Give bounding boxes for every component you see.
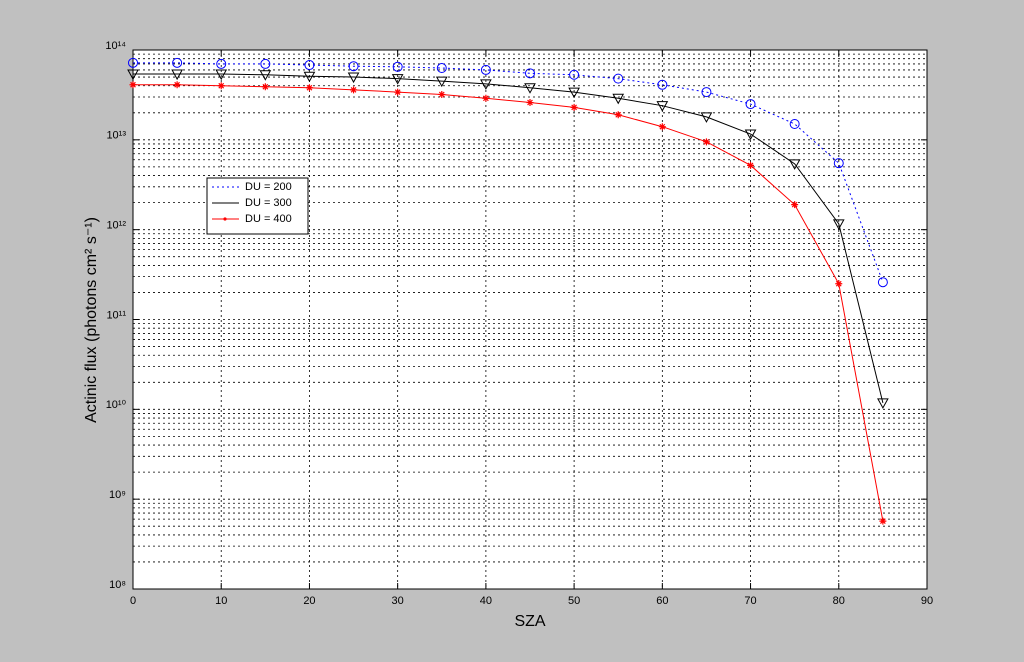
y-tick-label: 10¹² (106, 220, 126, 232)
y-tick-label: 10⁹ (109, 489, 126, 501)
y-tick-label: 10¹³ (106, 130, 126, 142)
marker (303, 71, 316, 83)
marker (480, 79, 492, 90)
legend-label: DU = 200 (245, 181, 292, 193)
marker (526, 99, 534, 107)
x-axis-label: SZA (514, 613, 545, 630)
marker (568, 87, 580, 99)
line (133, 84, 884, 522)
marker (127, 69, 139, 81)
marker (879, 517, 887, 525)
x-tick-label: 10 (215, 595, 227, 607)
marker (260, 58, 271, 69)
marker (438, 90, 446, 98)
y-axis-label: Actinic flux (photons cm² s⁻¹) (83, 217, 100, 423)
marker (304, 60, 315, 71)
legend-label: DU = 300 (245, 197, 292, 209)
x-tick-label: 20 (303, 595, 315, 607)
series (127, 69, 889, 409)
line (133, 73, 884, 403)
line (133, 62, 884, 283)
x-tick-label: 50 (568, 595, 580, 607)
marker (789, 119, 800, 130)
marker (701, 87, 712, 98)
marker (702, 138, 710, 146)
marker (877, 277, 888, 288)
marker (747, 161, 755, 169)
x-tick-label: 70 (744, 595, 756, 607)
marker (261, 83, 269, 91)
y-tick-label: 10¹⁴ (105, 40, 126, 52)
marker (525, 68, 535, 79)
marker (216, 58, 227, 69)
marker (305, 84, 313, 92)
y-tick-label: 10¹¹ (106, 309, 126, 321)
marker (613, 73, 624, 84)
legend-marker (223, 217, 227, 221)
axes-box (132, 49, 928, 590)
series (128, 57, 888, 288)
marker (877, 398, 889, 409)
marker (570, 103, 578, 111)
marker (788, 159, 801, 170)
marker (745, 99, 756, 110)
marker (656, 101, 669, 112)
marker (129, 81, 137, 89)
marker (657, 79, 668, 90)
x-tick-label: 80 (833, 595, 845, 607)
marker (833, 158, 844, 169)
marker (612, 93, 625, 105)
marker (658, 123, 666, 131)
marker (436, 63, 447, 74)
marker (744, 129, 757, 141)
x-tick-label: 40 (480, 595, 492, 607)
marker (259, 70, 272, 81)
marker (391, 74, 404, 85)
marker (832, 219, 845, 230)
marker (569, 69, 580, 80)
marker (128, 57, 138, 68)
marker (172, 57, 183, 68)
marker (482, 94, 490, 102)
x-tick-label: 30 (392, 595, 404, 607)
x-tick-label: 90 (921, 595, 933, 607)
y-tick-label: 10⁸ (109, 579, 126, 591)
marker (791, 201, 799, 209)
marker (700, 112, 713, 123)
marker (435, 76, 448, 88)
series (129, 81, 887, 525)
marker (524, 83, 536, 94)
legend: DU = 200 DU = 300 DU = 400 (206, 177, 309, 235)
marker (348, 61, 359, 72)
x-tick-label: 0 (130, 595, 136, 607)
marker (350, 86, 358, 94)
legend-label: DU = 400 (245, 213, 292, 225)
marker (392, 61, 403, 72)
marker (171, 69, 183, 81)
marker (614, 111, 622, 119)
marker (394, 88, 402, 96)
y-tick-label: 10¹⁰ (106, 399, 127, 411)
marker (480, 64, 491, 75)
marker (835, 280, 843, 288)
marker (215, 69, 228, 81)
marker (173, 81, 181, 89)
x-tick-label: 60 (656, 595, 668, 607)
marker (217, 82, 225, 90)
marker (347, 72, 360, 84)
